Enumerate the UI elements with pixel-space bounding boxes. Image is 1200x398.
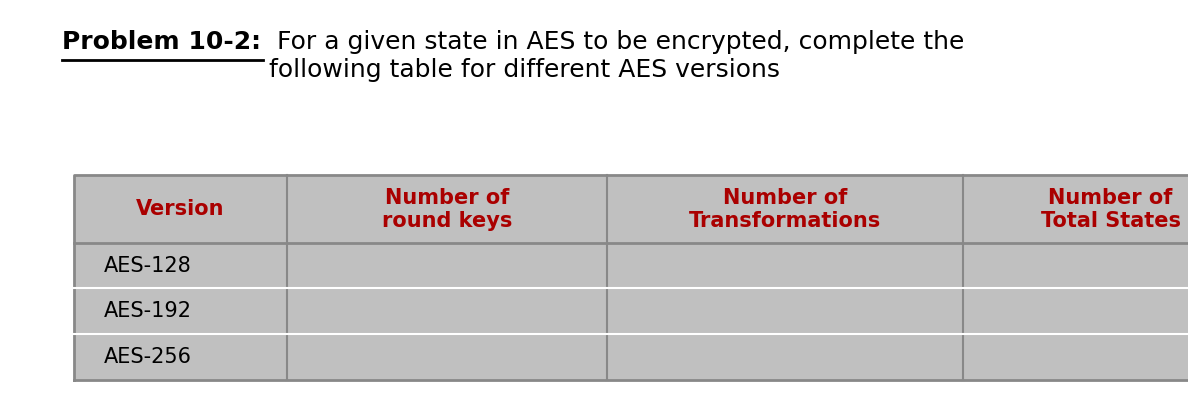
Text: Number of
round keys: Number of round keys: [382, 187, 512, 231]
Text: AES-128: AES-128: [103, 256, 191, 275]
Text: Version: Version: [137, 199, 224, 219]
Text: For a given state in AES to be encrypted, complete the
following table for diffe: For a given state in AES to be encrypted…: [269, 30, 965, 82]
Text: Number of
Total States: Number of Total States: [1040, 187, 1181, 231]
Text: Number of
Transformations: Number of Transformations: [689, 187, 881, 231]
Text: Problem 10-2:: Problem 10-2:: [62, 30, 262, 54]
Text: AES-256: AES-256: [103, 347, 192, 367]
Bar: [74, 176, 1200, 380]
Text: AES-192: AES-192: [103, 301, 192, 321]
